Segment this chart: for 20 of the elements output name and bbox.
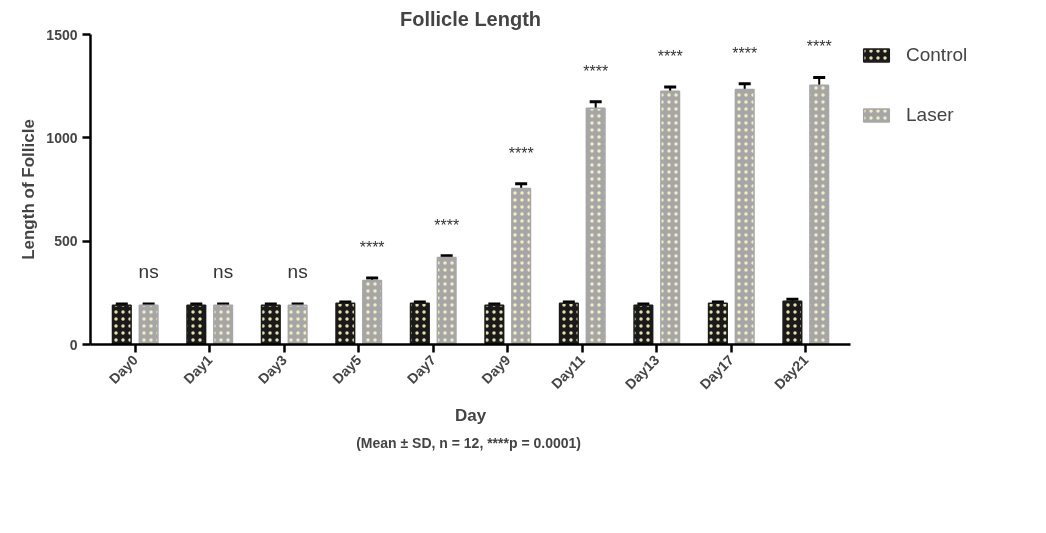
annotation: ns: [138, 260, 159, 282]
y-tick-label: 1500: [46, 26, 78, 43]
y-tick-label: 500: [54, 233, 78, 250]
annotation: ****: [657, 47, 683, 65]
annotation: ****: [434, 216, 460, 234]
legend-label: Laser: [906, 104, 954, 126]
y-tick-label: 0: [69, 336, 78, 353]
annotation: ns: [213, 260, 234, 282]
annotation: ****: [806, 38, 832, 56]
chart-title: Follicle Length: [399, 7, 542, 30]
text: (Mean ± SD, n = 12, ****p = 0.0001): [356, 434, 581, 451]
annotation: ****: [359, 238, 385, 256]
y-tick-label: 1000: [46, 129, 78, 146]
x-axis-title: Day: [454, 405, 487, 425]
legend-label: Control: [906, 44, 968, 66]
y-axis-title: Length of Follicle: [19, 119, 39, 260]
annotation: ns: [287, 260, 308, 282]
annotation: ****: [583, 62, 609, 80]
annotation: ****: [508, 144, 534, 162]
annotation: ****: [732, 44, 758, 62]
